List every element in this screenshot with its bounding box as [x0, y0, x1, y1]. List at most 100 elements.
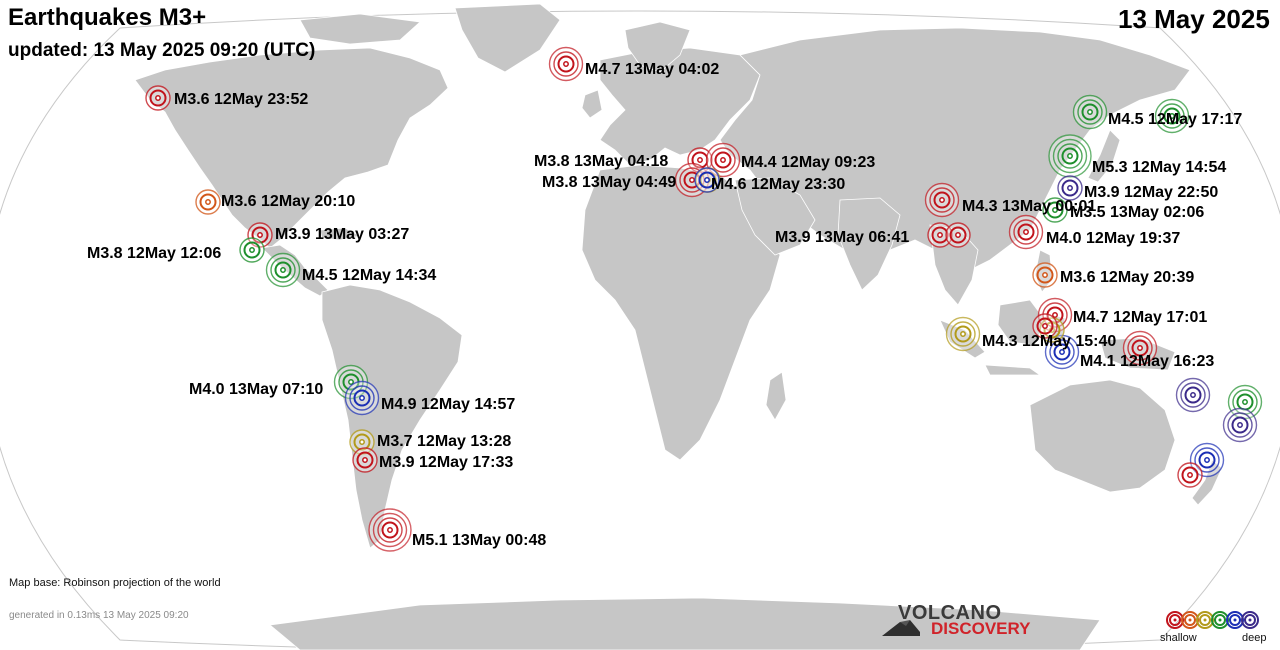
- quake-label[interactable]: M5.3 12May 14:54: [1092, 159, 1227, 176]
- quake-label[interactable]: M3.8 13May 04:49: [542, 174, 677, 191]
- quake-marker[interactable]: [548, 46, 584, 82]
- quake-marker[interactable]: [1032, 262, 1058, 288]
- quake-label[interactable]: M4.9 12May 14:57: [381, 396, 516, 413]
- quake-ring: [1042, 302, 1068, 328]
- quake-ring: [1077, 99, 1103, 125]
- legend-ring: [1229, 614, 1241, 626]
- quake-epicenter: [1042, 272, 1048, 278]
- quake-label[interactable]: M4.3 12May 15:40: [982, 333, 1117, 350]
- quake-marker[interactable]: [1189, 442, 1225, 478]
- volcano-discovery-logo[interactable]: VOLCANO DISCOVERY: [880, 602, 1040, 642]
- quake-marker[interactable]: [1044, 334, 1080, 370]
- legend-dot: [1248, 618, 1252, 622]
- legend-dot: [1203, 618, 1207, 622]
- quake-epicenter: [205, 199, 211, 205]
- quake-label[interactable]: M3.8 12May 12:06: [87, 245, 222, 262]
- quake-label[interactable]: M4.7 12May 17:01: [1073, 309, 1208, 326]
- quake-label[interactable]: M4.5 12May 17:17: [1108, 111, 1243, 128]
- quake-marker[interactable]: [1175, 377, 1211, 413]
- quake-marker[interactable]: [1057, 175, 1083, 201]
- quake-marker[interactable]: [247, 222, 273, 248]
- quake-epicenter: [1067, 153, 1073, 159]
- quake-label[interactable]: M4.4 12May 09:23: [741, 154, 876, 171]
- map-title: Earthquakes M3+: [8, 4, 207, 31]
- land-south-america: [321, 284, 463, 549]
- quake-marker[interactable]: [195, 189, 221, 215]
- quake-label[interactable]: M3.9 12May 17:33: [379, 454, 514, 471]
- quake-marker[interactable]: [687, 147, 713, 173]
- legend-dot: [1218, 618, 1222, 622]
- quake-label[interactable]: M3.9 13May 03:27: [275, 226, 410, 243]
- quake-marker[interactable]: [352, 447, 378, 473]
- quake-marker[interactable]: [945, 316, 981, 352]
- quake-marker[interactable]: [1122, 330, 1158, 366]
- quake-label[interactable]: M4.7 13May 04:02: [585, 61, 720, 78]
- quake-marker[interactable]: [1177, 462, 1203, 488]
- quake-label[interactable]: M3.6 12May 20:10: [221, 193, 356, 210]
- quake-ring: [691, 151, 709, 169]
- quake-label[interactable]: M3.6 12May 23:52: [174, 91, 309, 108]
- quake-label[interactable]: M4.3 13May 00:01: [962, 198, 1097, 215]
- quake-ring: [1198, 451, 1216, 469]
- quake-marker[interactable]: [1222, 407, 1258, 443]
- quake-label[interactable]: M4.5 12May 14:34: [302, 267, 437, 284]
- quake-epicenter: [1087, 109, 1093, 115]
- legend-ring: [1244, 614, 1256, 626]
- quake-marker[interactable]: [239, 237, 265, 263]
- quake-marker[interactable]: [1042, 197, 1068, 223]
- legend-deep-label: deep: [1242, 632, 1267, 644]
- land-indochina: [929, 224, 979, 306]
- quake-label[interactable]: M3.9 13May 06:41: [775, 229, 910, 246]
- quake-label[interactable]: M4.6 12May 23:30: [711, 176, 846, 193]
- quake-ring: [243, 241, 261, 259]
- quake-label[interactable]: M3.7 12May 13:28: [377, 433, 512, 450]
- quake-marker[interactable]: [1008, 214, 1044, 250]
- quake-ring: [698, 171, 716, 189]
- quake-marker[interactable]: [694, 167, 720, 193]
- quake-marker[interactable]: [1154, 98, 1190, 134]
- quake-ring: [710, 147, 736, 173]
- quake-ring: [1163, 107, 1181, 125]
- quake-epicenter: [348, 379, 354, 385]
- quake-marker[interactable]: [1032, 313, 1058, 339]
- legend-ring: [1241, 611, 1259, 629]
- quake-marker[interactable]: [368, 508, 412, 552]
- quake-ring: [1017, 223, 1035, 241]
- legend-ring: [1199, 614, 1211, 626]
- quake-marker[interactable]: [924, 182, 960, 218]
- quake-marker[interactable]: [1037, 297, 1073, 333]
- quake-ring: [553, 51, 579, 77]
- quake-label[interactable]: M3.8 13May 04:18: [534, 153, 669, 170]
- quake-label[interactable]: M3.6 12May 20:39: [1060, 269, 1195, 286]
- quake-ring: [381, 521, 399, 539]
- quake-ring: [1061, 179, 1079, 197]
- quake-marker[interactable]: [344, 380, 380, 416]
- legend-ring: [1169, 614, 1181, 626]
- quake-ring: [557, 55, 575, 73]
- quake-ring: [1180, 382, 1206, 408]
- quake-label[interactable]: M4.1 12May 16:23: [1080, 353, 1215, 370]
- quake-marker[interactable]: [705, 142, 741, 178]
- quake-ring: [1184, 386, 1202, 404]
- quake-label[interactable]: M5.1 13May 00:48: [412, 532, 547, 549]
- quake-epicenter: [249, 247, 255, 253]
- quake-label[interactable]: M3.9 12May 22:50: [1084, 184, 1219, 201]
- quake-marker[interactable]: [945, 222, 971, 248]
- land-japan: [1087, 129, 1121, 183]
- quake-label[interactable]: M3.5 13May 02:06: [1070, 204, 1205, 221]
- quake-epicenter: [1042, 323, 1048, 329]
- quake-marker[interactable]: [145, 85, 171, 111]
- quake-marker[interactable]: [265, 252, 301, 288]
- land-arctic-islands: [299, 13, 421, 45]
- quake-marker[interactable]: [927, 222, 953, 248]
- quake-ring: [356, 451, 374, 469]
- quake-ring: [679, 167, 705, 193]
- quake-epicenter: [257, 232, 263, 238]
- quake-marker[interactable]: [1048, 134, 1092, 178]
- legend-dot: [1173, 618, 1177, 622]
- legend-shallow-label: shallow: [1160, 632, 1197, 644]
- quake-label[interactable]: M4.0 13May 07:10: [189, 381, 324, 398]
- quake-marker[interactable]: [1072, 94, 1108, 130]
- quake-label[interactable]: M4.0 12May 19:37: [1046, 230, 1181, 247]
- quake-ring: [377, 517, 403, 543]
